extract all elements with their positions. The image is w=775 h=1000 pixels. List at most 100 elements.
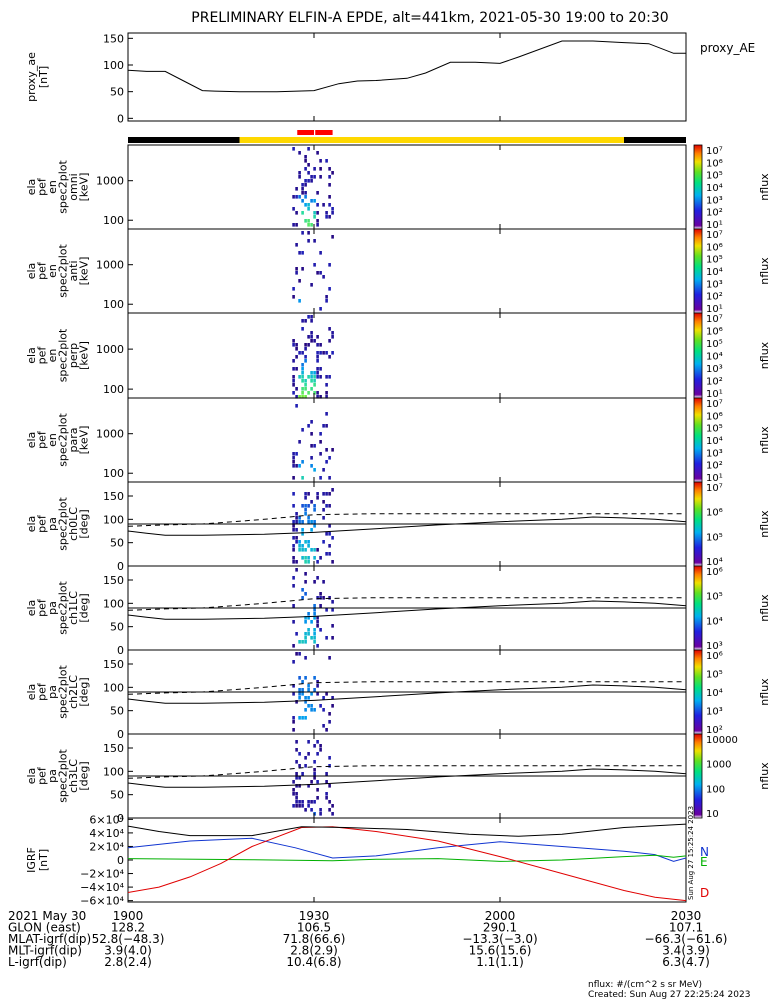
- colorbar-tick-label: 10: [706, 809, 719, 820]
- colorbar: [693, 397, 703, 483]
- spectrogram-cell: [325, 412, 328, 416]
- y-axis-label: para: [67, 428, 80, 453]
- colorbar: [693, 312, 703, 399]
- spectrogram-cell: [310, 179, 313, 183]
- spectrogram-cell: [304, 696, 307, 700]
- colorbar-tick-label: 10¹: [706, 473, 723, 484]
- spectrogram-cell: [301, 327, 304, 331]
- spectrogram-cell: [304, 656, 307, 660]
- spectrogram-cell: [313, 772, 316, 776]
- spectrogram-cell: [307, 704, 310, 708]
- spectrogram-cell: [313, 556, 316, 560]
- spectrogram-cell: [319, 395, 322, 399]
- colorbar: [693, 565, 703, 651]
- spectrogram-cell: [298, 195, 301, 199]
- y-axis-label: spec2plot: [57, 244, 70, 298]
- spectrogram-cell: [292, 456, 295, 460]
- spectrogram-cell: [319, 596, 322, 600]
- series-line-proxy-ae: [127, 40, 686, 93]
- y-axis-label: [keV]: [78, 426, 91, 455]
- spectrogram-cell: [298, 800, 301, 804]
- spectrogram-cell: [322, 696, 325, 700]
- spectrogram-cell: [331, 171, 334, 175]
- colorbar: [693, 649, 703, 735]
- spectrogram-cell: [322, 708, 325, 712]
- spectrogram-cell: [295, 343, 298, 347]
- spectrogram-cell: [316, 788, 319, 792]
- y-tick-label: −6×10⁴: [80, 895, 124, 908]
- y-tick-label: 150: [103, 574, 124, 587]
- spectrogram-cell: [292, 452, 295, 456]
- spectrogram-cell: [301, 367, 304, 371]
- spectrogram-cell: [316, 796, 319, 800]
- spectrogram-cell: [295, 632, 298, 636]
- spectrogram-cell: [310, 319, 313, 323]
- spectrogram-cell: [313, 640, 316, 644]
- spectrogram-cell: [328, 504, 331, 508]
- spectrogram-cell: [292, 660, 295, 664]
- spectrogram-cell: [301, 588, 304, 592]
- colorbar-tick-label: 10³: [706, 364, 723, 375]
- spectrogram-cell: [295, 800, 298, 804]
- spectrogram-cell: [316, 616, 319, 620]
- colorbar-tick-label: 10⁴: [706, 557, 723, 568]
- y-axis-label: spec2plot: [57, 665, 70, 719]
- spectrogram-cell: [298, 251, 301, 255]
- spectrogram-cell: [325, 492, 328, 496]
- spectrogram-cell: [325, 780, 328, 784]
- y-axis-label: [nT]: [37, 849, 50, 871]
- spectrogram-cell: [313, 468, 316, 472]
- spectrogram-cell: [295, 223, 298, 227]
- spectrogram-cell: [310, 199, 313, 203]
- spectrogram-cell: [301, 351, 304, 355]
- spectrogram-cell: [307, 684, 310, 688]
- day-bar-segment: [624, 137, 686, 143]
- spectrogram-cell: [310, 335, 313, 339]
- y-axis-label: spec2plot: [57, 497, 70, 551]
- spectrogram-cell: [304, 504, 307, 508]
- spectrogram-cells: [292, 231, 334, 311]
- spectrogram-cell: [298, 544, 301, 548]
- spectrogram-cell: [313, 391, 316, 395]
- spectrogram-cell: [316, 335, 319, 339]
- spectrogram-cell: [310, 500, 313, 504]
- spectrogram-cell: [310, 331, 313, 335]
- spectrogram-cell: [292, 383, 295, 387]
- y-tick-label: 0: [117, 728, 124, 741]
- spectrogram-cell: [325, 424, 328, 428]
- spectrogram-cell: [316, 752, 319, 756]
- spectrogram-cell: [301, 556, 304, 560]
- y-tick-label: 50: [110, 705, 124, 718]
- spectrogram-cell: [295, 395, 298, 399]
- spectrogram-cell: [331, 331, 334, 335]
- colorbar-tick-label: 10³: [706, 195, 723, 206]
- y-axis-label: IGRF: [25, 847, 38, 873]
- spectrogram-cell: [295, 404, 298, 408]
- y-tick-label: −2×10⁴: [80, 868, 124, 881]
- spectrogram-cell: [292, 379, 295, 383]
- y-axis-label: ela: [25, 684, 38, 701]
- spectrogram-cell: [310, 379, 313, 383]
- colorbar-tick-label: 10⁶: [706, 411, 723, 422]
- spectrogram-cell: [313, 215, 316, 219]
- spectrogram-cell: [325, 552, 328, 556]
- colorbar-tick-label: 10¹: [706, 389, 723, 400]
- spectrogram-cell: [298, 464, 301, 468]
- spectrogram-cell: [295, 804, 298, 808]
- footer-value: −66.3(−61.6): [645, 932, 728, 946]
- spectrogram-cell: [304, 167, 307, 171]
- spectrogram-cell: [301, 800, 304, 804]
- spectrogram-cell: [307, 171, 310, 175]
- spectrogram-cell: [301, 640, 304, 644]
- spectrogram-cell: [331, 488, 334, 492]
- spectrogram-cell: [295, 387, 298, 391]
- spectrogram-cell: [331, 804, 334, 808]
- spectrogram-cell: [328, 720, 331, 724]
- spectrogram-cell: [313, 760, 316, 764]
- spectrogram-cell: [319, 351, 322, 355]
- spectrogram-cell: [298, 516, 301, 520]
- spectrogram-cell: [328, 784, 331, 788]
- spectrogram-cell: [316, 211, 319, 215]
- panel-frame: [127, 32, 687, 122]
- y-tick-label: 1000: [96, 175, 124, 188]
